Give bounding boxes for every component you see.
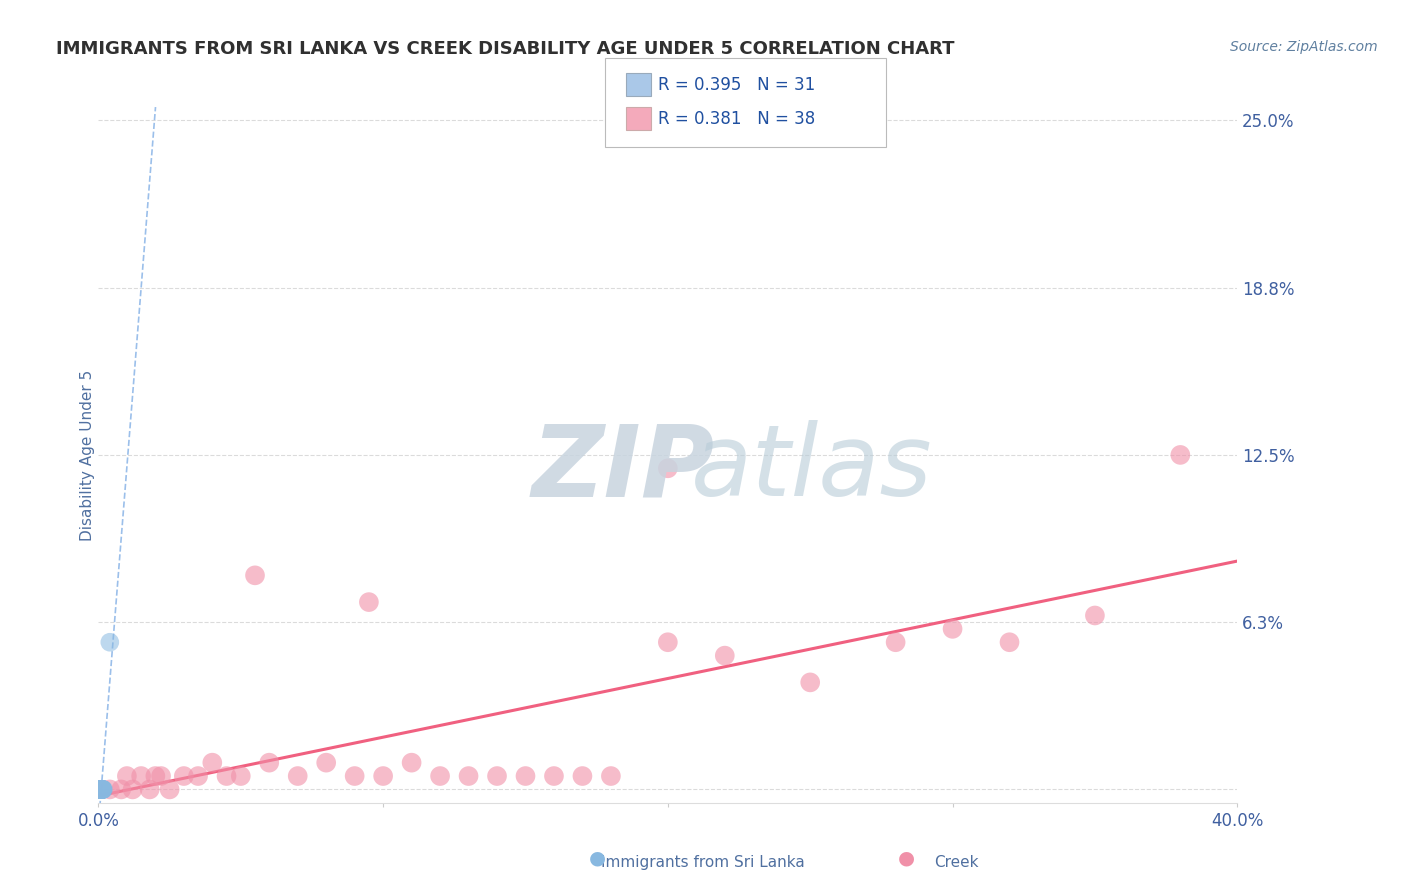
Point	[90, 782, 112, 797]
Text: ZIP: ZIP	[531, 420, 714, 517]
Point	[90, 782, 112, 797]
Point	[884, 635, 907, 649]
Point	[259, 756, 281, 770]
Point	[457, 769, 479, 783]
Point	[91, 782, 114, 797]
Point	[91, 782, 114, 797]
Point	[90, 782, 112, 797]
Text: atlas: atlas	[690, 420, 932, 517]
Point	[401, 756, 423, 770]
Text: R = 0.395   N = 31: R = 0.395 N = 31	[658, 76, 815, 94]
Text: ●: ●	[589, 849, 606, 868]
Text: Source: ZipAtlas.com: Source: ZipAtlas.com	[1230, 40, 1378, 54]
Point	[89, 782, 111, 797]
Point	[90, 782, 112, 797]
Point	[89, 782, 111, 797]
Point	[98, 635, 121, 649]
Point	[714, 648, 737, 663]
Point	[315, 756, 337, 770]
Point	[90, 782, 112, 797]
Point	[287, 769, 309, 783]
Point	[486, 769, 509, 783]
Point	[91, 782, 114, 797]
Point	[90, 782, 112, 797]
Point	[93, 782, 115, 797]
Point	[90, 782, 112, 797]
Point	[90, 782, 112, 797]
Point	[515, 769, 537, 783]
Point	[90, 782, 112, 797]
Y-axis label: Disability Age Under 5: Disability Age Under 5	[80, 369, 94, 541]
Point	[357, 595, 380, 609]
Point	[90, 782, 112, 797]
Point	[1084, 608, 1107, 623]
Text: R = 0.381   N = 38: R = 0.381 N = 38	[658, 110, 815, 128]
Point	[150, 769, 173, 783]
Point	[600, 769, 623, 783]
Text: IMMIGRANTS FROM SRI LANKA VS CREEK DISABILITY AGE UNDER 5 CORRELATION CHART: IMMIGRANTS FROM SRI LANKA VS CREEK DISAB…	[56, 40, 955, 58]
Point	[90, 782, 112, 797]
Point	[121, 782, 143, 797]
Point	[90, 782, 112, 797]
Point	[89, 782, 111, 797]
Point	[90, 782, 112, 797]
Point	[91, 782, 114, 797]
Point	[145, 769, 167, 783]
Point	[657, 635, 679, 649]
Point	[657, 461, 679, 475]
Point	[91, 782, 114, 797]
Point	[159, 782, 181, 797]
Point	[129, 769, 152, 783]
Point	[429, 769, 451, 783]
Point	[90, 782, 112, 797]
Point	[90, 782, 112, 797]
Point	[90, 782, 112, 797]
Text: Creek: Creek	[934, 855, 979, 870]
Point	[115, 769, 138, 783]
Point	[201, 756, 224, 770]
Point	[173, 769, 195, 783]
Point	[89, 782, 111, 797]
Point	[187, 769, 209, 783]
Point	[90, 782, 112, 797]
Point	[799, 675, 821, 690]
Point	[243, 568, 266, 582]
Point	[90, 782, 112, 797]
Point	[215, 769, 238, 783]
Point	[90, 782, 112, 797]
Point	[110, 782, 132, 797]
Point	[571, 769, 593, 783]
Point	[1170, 448, 1192, 462]
Point	[98, 782, 121, 797]
Point	[138, 782, 160, 797]
Text: ●: ●	[898, 849, 915, 868]
Point	[229, 769, 252, 783]
Point	[343, 769, 366, 783]
Point	[543, 769, 565, 783]
Point	[998, 635, 1021, 649]
Text: Immigrants from Sri Lanka: Immigrants from Sri Lanka	[602, 855, 804, 870]
Point	[942, 622, 965, 636]
Point	[373, 769, 395, 783]
Point	[90, 782, 112, 797]
